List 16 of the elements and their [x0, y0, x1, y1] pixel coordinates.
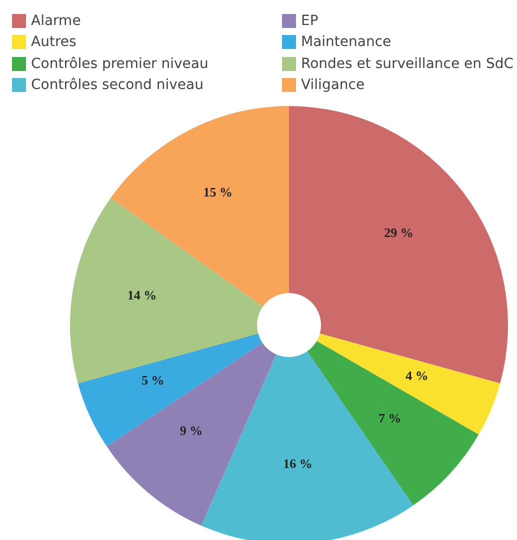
data-label: 4 %	[406, 368, 428, 384]
data-label: 5 %	[141, 372, 164, 388]
data-label: 7 %	[378, 410, 402, 426]
legend-label: Rondes et surveillance en SdC	[301, 56, 514, 72]
legend-label: Maintenance	[301, 34, 392, 50]
data-label: 29 %	[384, 225, 414, 240]
legend-label: Contrôles second niveau	[31, 77, 204, 94]
data-label: 15 %	[203, 184, 233, 200]
legend-label: Autres	[31, 34, 76, 50]
data-label: 9 %	[180, 422, 203, 438]
data-label: 14 %	[127, 287, 157, 302]
legend-label: Contrôles premier niveau	[31, 56, 208, 72]
legend-label: EP	[301, 12, 318, 29]
legend-label: Alarme	[31, 12, 81, 29]
data-label: 16 %	[283, 456, 312, 472]
legend-label: Viligance	[301, 77, 365, 94]
